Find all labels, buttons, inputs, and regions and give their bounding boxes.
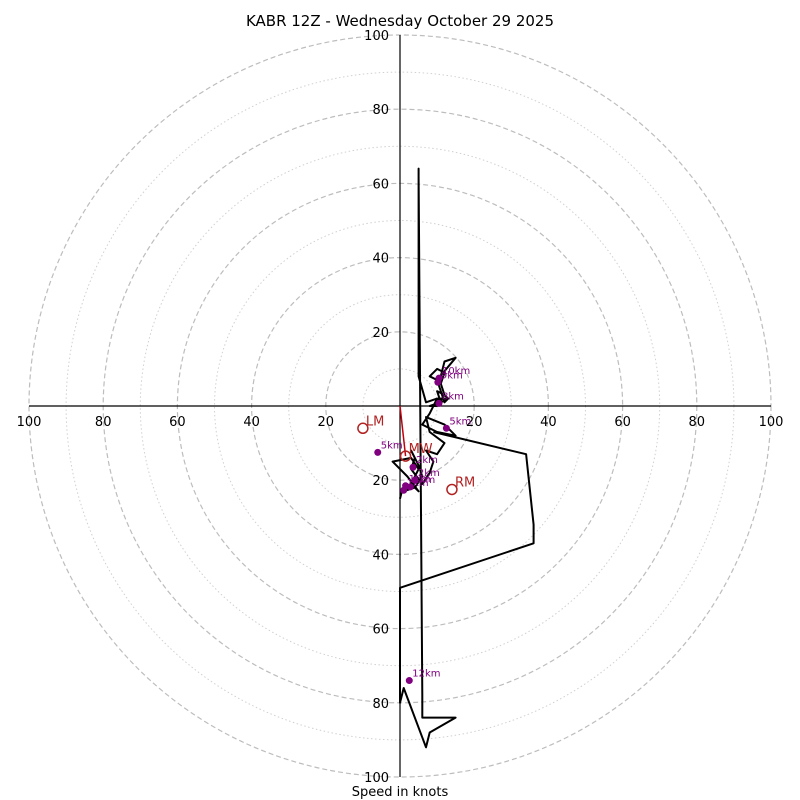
- motion-marker-MW: [399, 450, 412, 462]
- tick-bottom-80: 80: [372, 697, 389, 712]
- tick-top-20: 20: [372, 326, 389, 341]
- tick-bottom-40: 40: [372, 548, 389, 563]
- tick-right-60: 60: [614, 415, 631, 430]
- height-marker-8km: [435, 399, 443, 407]
- chart-title: KABR 12Z - Wednesday October 29 2025: [246, 12, 554, 30]
- tick-top-40: 40: [372, 252, 389, 267]
- height-marker-5km: [374, 448, 382, 456]
- storm-motion-markers: LM MW RM: [357, 414, 475, 496]
- tick-bottom-60: 60: [372, 623, 389, 638]
- hodograph-trace-group: [391, 167, 535, 749]
- height-marker-12km: [405, 677, 413, 685]
- height-marker-5km: [442, 424, 450, 432]
- height-marker-2km: [409, 463, 417, 471]
- tick-left-40: 40: [243, 415, 260, 430]
- tick-left-100: 100: [17, 415, 42, 430]
- height-marker-9km: [434, 378, 442, 386]
- height-label-5km: 5km: [449, 416, 471, 427]
- height-label-1km: 1km: [409, 474, 431, 485]
- motion-label-MW: MW: [409, 442, 433, 457]
- tick-bottom-20: 20: [372, 474, 389, 489]
- tick-left-60: 60: [169, 415, 186, 430]
- height-label-5km: 5km: [381, 440, 403, 451]
- tick-left-80: 80: [95, 415, 112, 430]
- height-label-10km: 10km: [442, 366, 470, 377]
- height-label-2km: 2km: [416, 455, 438, 466]
- bunkers-shear-vector: [399, 405, 407, 457]
- height-marker-1km: [406, 483, 414, 491]
- height-label-8km: 8km: [442, 391, 464, 402]
- motion-marker-LM: [357, 422, 369, 435]
- height-label-1km: 1km: [413, 475, 435, 486]
- tick-top-100: 100: [364, 29, 389, 44]
- tick-right-100: 100: [759, 415, 784, 430]
- tick-top-80: 80: [372, 103, 389, 118]
- height-label-1km: 1km: [407, 478, 429, 489]
- tick-bottom-100: 100: [364, 771, 389, 786]
- height-label-2km: 2km: [418, 468, 440, 479]
- shear-vector-group: [399, 405, 407, 457]
- tick-labels: 20 20 20 20 40 40 40 40 60 60 60 60 80 80 80 80 100 100 10…: [17, 29, 784, 786]
- hodograph-line: [391, 167, 535, 749]
- motion-label-LM: LM: [366, 414, 384, 429]
- height-label-9km: 9km: [441, 370, 463, 381]
- motion-label-RM: RM: [455, 475, 475, 490]
- height-marker-2km: [411, 476, 419, 484]
- tick-left-20: 20: [318, 415, 335, 430]
- x-axis-label: Speed in knots: [352, 785, 449, 800]
- tick-right-80: 80: [689, 415, 706, 430]
- tick-top-60: 60: [372, 177, 389, 192]
- height-marker-1km: [400, 486, 408, 494]
- height-label-12km: 12km: [412, 669, 440, 680]
- tick-right-20: 20: [466, 415, 483, 430]
- motion-marker-RM: [446, 483, 458, 496]
- tick-right-40: 40: [540, 415, 557, 430]
